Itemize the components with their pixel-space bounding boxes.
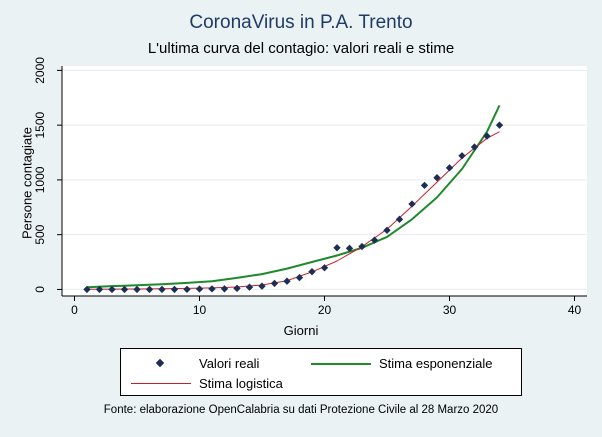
- x-tick-label: 20: [318, 303, 332, 317]
- y-tick-label: 500: [33, 224, 47, 244]
- y-axis-label: Persone contagiate: [19, 126, 35, 240]
- y-tick-label: 2000: [33, 57, 47, 84]
- data-point: [233, 284, 241, 293]
- legend-item-valori-reali: Valori reali: [131, 356, 259, 371]
- data-point: [483, 132, 491, 140]
- data-point: [308, 268, 316, 276]
- data-point: [220, 285, 229, 293]
- data-point: [345, 244, 354, 253]
- source-note: Fonte: elaborazione OpenCalabria su dati…: [103, 404, 499, 416]
- data-point: [283, 277, 291, 285]
- x-tick-label: 40: [568, 303, 582, 317]
- data-point: [183, 285, 191, 293]
- data-point: [420, 181, 429, 190]
- data-point: [458, 152, 466, 160]
- data-point: [445, 164, 454, 172]
- y-tick-label: 1500: [33, 111, 47, 138]
- legend: Valori reali Stima esponenziale Stima lo…: [120, 348, 522, 396]
- legend-label: Valori reali: [199, 356, 260, 371]
- plot-area: [62, 66, 587, 296]
- axes: 0 500 1000 1500 2000 0 10 20 30 40: [33, 57, 587, 317]
- data-point: [270, 279, 279, 288]
- legend-line-green-icon: [311, 357, 371, 371]
- series-line-stima-esponenziale: [86, 104, 501, 289]
- legend-label: Stima logistica: [199, 376, 283, 391]
- x-tick-label: 30: [443, 303, 457, 317]
- data-point: [333, 244, 341, 252]
- y-tick-label: 0: [33, 286, 47, 293]
- data-point: [295, 273, 304, 282]
- data-point: [383, 226, 391, 234]
- y-tick-label: 1000: [33, 166, 47, 193]
- data-point: [258, 282, 266, 290]
- data-point: [195, 285, 204, 293]
- data-point: [470, 143, 479, 151]
- data-point: [208, 285, 216, 293]
- x-tick-label: 10: [193, 303, 207, 317]
- data-point: [408, 200, 416, 208]
- legend-marker-icon: [131, 357, 191, 371]
- data-point: [358, 242, 366, 251]
- x-axis-label: Giorni: [283, 323, 319, 338]
- legend-line-red-icon: [131, 377, 191, 391]
- chart-title: CoronaVirus in P.A. Trento: [189, 12, 413, 33]
- chart-subtitle: L'ultima curva del contagio: valori real…: [147, 40, 455, 57]
- series-layer: [83, 104, 504, 294]
- data-point: [245, 283, 254, 291]
- legend-label: Stima esponenziale: [379, 356, 493, 371]
- legend-item-stima-logistica: Stima logistica: [131, 376, 283, 391]
- x-tick-label: 0: [71, 303, 78, 317]
- legend-item-stima-esponenziale: Stima esponenziale: [311, 356, 492, 371]
- data-point: [320, 264, 329, 272]
- data-point: [495, 121, 504, 129]
